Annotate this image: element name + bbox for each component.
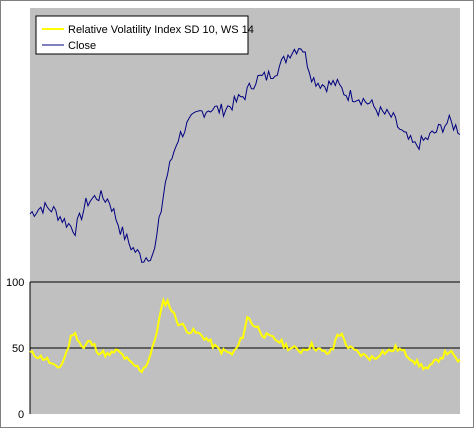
legend-label-close: Close xyxy=(68,40,96,52)
y-tick-50: 50 xyxy=(12,343,24,355)
rvi-series-line xyxy=(29,296,461,374)
y-tick-100: 100 xyxy=(6,277,24,289)
legend-box xyxy=(35,15,249,55)
close-series-line xyxy=(29,48,461,263)
legend-label-rvi: Relative Volatility Index SD 10, WS 14 xyxy=(68,24,254,36)
y-tick-0: 0 xyxy=(18,409,24,421)
legend: Relative Volatility Index SD 10, WS 14 C… xyxy=(35,15,254,55)
close-series-group xyxy=(29,48,461,263)
rvi-series-group xyxy=(29,296,461,374)
